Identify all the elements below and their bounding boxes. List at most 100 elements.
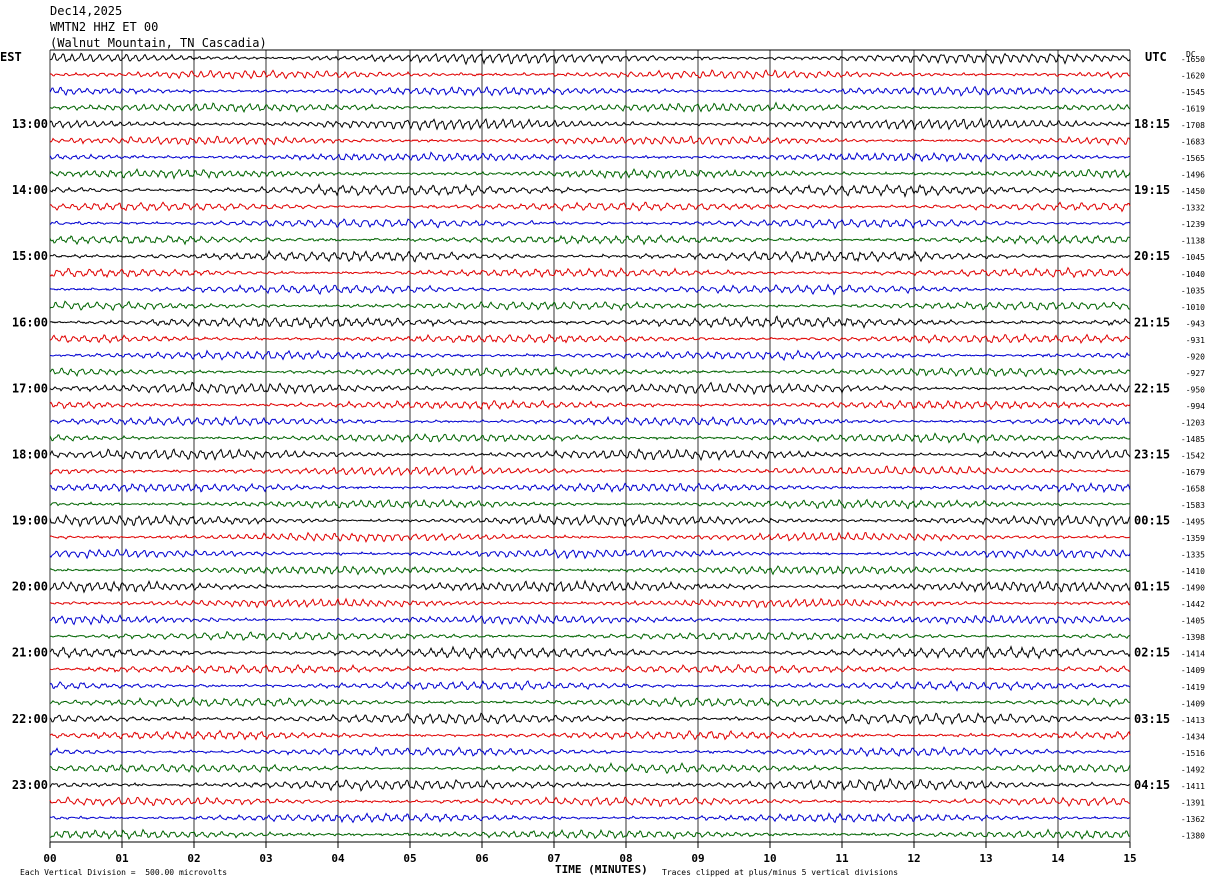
dc-offset-label: -1413 — [1181, 716, 1205, 725]
dc-offset-label: -1409 — [1181, 699, 1205, 708]
seismic-trace — [49, 663, 1131, 675]
x-tick-label: 00 — [43, 852, 56, 865]
dc-offset-label: -1398 — [1181, 633, 1205, 642]
utc-hour-label: 01:15 — [1134, 580, 1170, 594]
seismic-trace — [49, 548, 1131, 560]
x-tick-label: 03 — [259, 852, 272, 865]
seismic-trace — [49, 448, 1131, 462]
seismic-trace — [49, 481, 1131, 494]
seismic-trace — [49, 696, 1131, 708]
seismic-trace — [49, 117, 1131, 132]
dc-offset-label: -1419 — [1181, 683, 1205, 692]
dc-offset-label: -1391 — [1181, 798, 1205, 807]
seismic-trace — [49, 729, 1131, 741]
dc-offset-label: -1545 — [1181, 88, 1205, 97]
dc-offset-label: -1010 — [1181, 303, 1205, 312]
utc-hour-label: 21:15 — [1134, 315, 1170, 329]
seismic-trace — [49, 565, 1131, 576]
est-hour-label: 18:00 — [12, 447, 48, 461]
x-tick-label: 11 — [835, 852, 849, 865]
dc-offset-label: -1490 — [1181, 584, 1205, 593]
seismic-trace — [49, 283, 1131, 296]
utc-hour-label: 23:15 — [1134, 447, 1170, 461]
seismic-trace — [49, 234, 1131, 246]
dc-offset-label: -920 — [1186, 352, 1205, 361]
est-hour-label: 22:00 — [12, 712, 48, 726]
dc-offset-label: -1414 — [1181, 650, 1205, 659]
seismic-trace — [49, 498, 1131, 510]
x-tick-label: 12 — [907, 852, 920, 865]
utc-hour-label: 04:15 — [1134, 778, 1170, 792]
dc-offset-label: -1239 — [1181, 220, 1205, 229]
dc-offset-label: -1380 — [1181, 831, 1205, 840]
est-hour-label: 21:00 — [12, 646, 48, 660]
seismic-trace — [49, 151, 1130, 163]
dc-offset-label: -1679 — [1181, 468, 1205, 477]
seismic-trace — [50, 630, 1131, 641]
seismic-trace — [49, 69, 1131, 80]
seismic-trace — [49, 432, 1131, 444]
utc-zone-label: UTC — [1145, 50, 1167, 64]
x-tick-label: 13 — [979, 852, 992, 865]
seismic-trace — [49, 183, 1131, 199]
dc-offset-label: -1405 — [1181, 617, 1205, 626]
seismic-trace — [49, 218, 1131, 230]
seismic-trace — [49, 349, 1131, 362]
x-tick-label: 07 — [547, 852, 560, 865]
est-hour-label: 20:00 — [12, 580, 48, 594]
dc-offset-label: -1335 — [1181, 551, 1205, 560]
seismic-trace — [49, 333, 1131, 345]
seismic-trace — [49, 315, 1131, 330]
utc-hour-label: 18:15 — [1134, 117, 1170, 131]
est-hour-label: 19:00 — [12, 514, 48, 528]
dc-offset-label: -931 — [1186, 336, 1205, 345]
seismic-trace — [49, 85, 1130, 97]
seismic-trace — [49, 101, 1131, 113]
clip-note: Traces clipped at plus/minus 5 vertical … — [662, 868, 899, 877]
dc-offset-label: -1450 — [1181, 187, 1205, 196]
dc-offset-label: -1411 — [1181, 782, 1205, 791]
seismic-trace — [49, 777, 1131, 792]
dc-offset-label: -1035 — [1181, 286, 1205, 295]
dc-offset-label: -994 — [1186, 402, 1205, 411]
chart-date: Dec14,2025 — [50, 4, 123, 18]
seismic-trace — [49, 513, 1131, 528]
x-tick-label: 15 — [1123, 852, 1136, 865]
x-tick-label: 04 — [331, 852, 345, 865]
x-tick-label: 09 — [691, 852, 704, 865]
utc-hour-label: 20:15 — [1134, 249, 1170, 263]
seismic-trace — [49, 415, 1131, 427]
dc-offset-label: -1542 — [1181, 451, 1205, 460]
dc-offset-label: -1516 — [1181, 749, 1205, 758]
utc-hour-label: 19:15 — [1134, 183, 1170, 197]
seismic-trace — [49, 465, 1131, 477]
seismic-trace — [49, 680, 1131, 692]
dc-offset-label: -1045 — [1181, 253, 1205, 262]
dc-offset-label: -1495 — [1181, 518, 1205, 527]
x-tick-label: 01 — [115, 852, 129, 865]
dc-offset-label: -1619 — [1181, 105, 1205, 114]
seismic-trace — [49, 796, 1131, 808]
x-tick-label: 10 — [763, 852, 776, 865]
seismic-trace — [49, 381, 1131, 396]
est-hour-label: 16:00 — [12, 315, 48, 329]
dc-offset-label: -1620 — [1181, 72, 1205, 81]
x-tick-label: 06 — [475, 852, 489, 865]
dc-offset-label: -1485 — [1181, 435, 1205, 444]
dc-offset-label: -1409 — [1181, 666, 1205, 675]
est-hour-label: 17:00 — [12, 381, 48, 395]
dc-offset-label: -1708 — [1181, 121, 1205, 130]
seismic-trace — [49, 399, 1131, 411]
dc-offset-label: -1583 — [1181, 501, 1205, 510]
seismic-trace — [49, 201, 1131, 213]
dc-offset-label: -950 — [1186, 385, 1205, 394]
dc-offset-label: -1658 — [1181, 485, 1205, 494]
seismic-trace — [49, 249, 1131, 264]
seismic-trace — [49, 135, 1131, 146]
seismic-trace — [49, 366, 1131, 378]
seismic-trace — [49, 613, 1131, 626]
seismic-trace — [50, 52, 1131, 66]
dc-offset-label: -943 — [1186, 319, 1205, 328]
dc-offset-label: -1650 — [1181, 55, 1205, 64]
dc-offset-label: -1203 — [1181, 418, 1205, 427]
